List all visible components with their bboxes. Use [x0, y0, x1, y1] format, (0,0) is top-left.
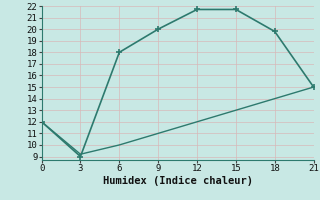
- X-axis label: Humidex (Indice chaleur): Humidex (Indice chaleur): [103, 176, 252, 186]
